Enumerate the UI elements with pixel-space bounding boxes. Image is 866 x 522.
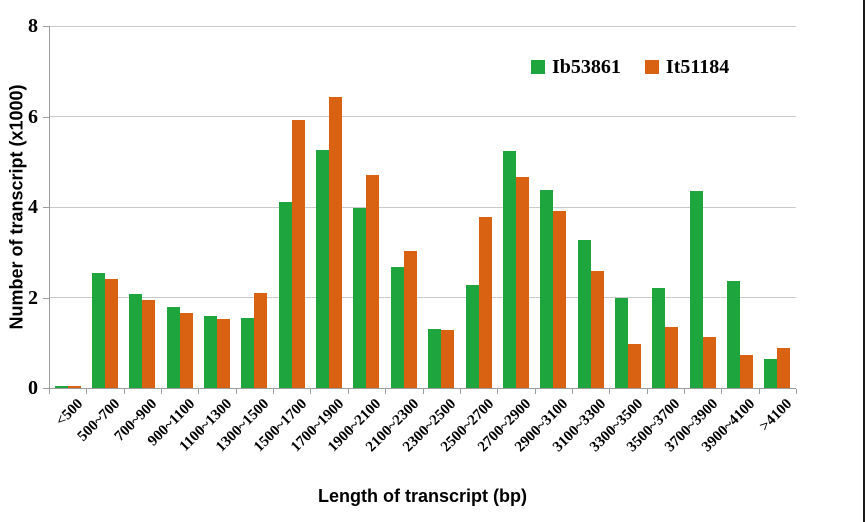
x-axis-tick — [385, 389, 387, 394]
x-axis-tick — [86, 389, 88, 394]
bar-It51184 — [627, 344, 641, 388]
legend-item-It51184: It51184 — [644, 56, 730, 78]
bar-Ib53861 — [502, 150, 516, 388]
page-border-line — [863, 0, 865, 522]
bar-Ib53861 — [278, 202, 292, 388]
x-axis-tick — [123, 389, 125, 394]
gridline — [49, 25, 796, 27]
bar-Ib53861 — [540, 189, 554, 388]
bar-It51184 — [366, 175, 380, 388]
bar-It51184 — [105, 279, 119, 388]
bar-It51184 — [553, 210, 567, 388]
x-axis-tick — [497, 389, 499, 394]
y-axis-tick — [43, 388, 49, 389]
x-axis-tick — [235, 389, 237, 394]
y-axis-tick — [43, 207, 49, 208]
bar-Ib53861 — [689, 191, 703, 388]
y-axis-tick — [43, 297, 49, 299]
legend-swatch-icon — [644, 60, 659, 74]
x-axis-tick — [796, 389, 797, 394]
bar-Ib53861 — [129, 293, 143, 388]
y-tick-label: 6 — [28, 105, 38, 128]
legend: Ib53861 It51184 — [531, 57, 729, 77]
x-axis-line — [49, 388, 796, 389]
x-tick-label: >4100 — [757, 396, 796, 435]
bar-Ib53861 — [353, 208, 367, 388]
x-axis-title: Length of transcript (bp) — [318, 486, 527, 506]
bar-It51184 — [739, 354, 753, 388]
bar-Ib53861 — [54, 385, 68, 388]
bar-Ib53861 — [652, 288, 666, 388]
bar-It51184 — [441, 330, 455, 388]
bar-It51184 — [217, 319, 231, 388]
bar-It51184 — [329, 97, 343, 388]
bar-It51184 — [254, 292, 268, 388]
x-axis-tick — [198, 389, 200, 394]
bar-Ib53861 — [316, 149, 330, 388]
y-axis-tick — [43, 26, 49, 27]
bar-Ib53861 — [428, 328, 442, 388]
x-axis-tick — [721, 389, 723, 394]
bar-Ib53861 — [92, 272, 106, 388]
bar-Ib53861 — [166, 307, 180, 388]
x-axis-tick — [459, 389, 461, 394]
bar-It51184 — [777, 347, 791, 388]
bar-It51184 — [478, 216, 492, 388]
bar-Ib53861 — [577, 239, 591, 388]
y-tick-label: 2 — [28, 286, 38, 309]
y-tick-label: 4 — [28, 196, 38, 218]
bar-It51184 — [67, 385, 81, 388]
bar-Ib53861 — [465, 284, 479, 388]
x-axis-tick — [310, 389, 312, 394]
x-axis-tick — [161, 389, 163, 394]
x-axis-tick — [571, 389, 573, 394]
x-axis-tick — [49, 389, 50, 394]
legend-label: It51184 — [665, 56, 730, 78]
y-axis-tick — [43, 116, 49, 118]
x-axis-tick — [758, 389, 760, 394]
bar-Ib53861 — [204, 315, 218, 388]
x-axis-tick — [646, 389, 648, 394]
legend-item-Ib53861: Ib53861 — [531, 57, 621, 77]
bar-Ib53861 — [614, 297, 628, 388]
bar-Ib53861 — [241, 317, 255, 388]
y-tick-label: 8 — [28, 15, 38, 37]
x-axis-tick — [347, 389, 349, 394]
bar-Ib53861 — [726, 281, 740, 388]
bar-It51184 — [665, 327, 679, 388]
y-axis-line — [49, 26, 50, 393]
bar-It51184 — [179, 312, 193, 388]
gridline — [49, 206, 796, 208]
bar-It51184 — [702, 336, 716, 388]
x-axis-tick — [422, 389, 424, 394]
bar-It51184 — [590, 271, 604, 388]
bar-It51184 — [403, 250, 417, 388]
y-tick-label: 0 — [28, 377, 38, 399]
x-axis-tick — [683, 389, 685, 394]
x-axis-tick — [534, 389, 536, 394]
legend-swatch-icon — [531, 60, 545, 74]
bar-It51184 — [291, 120, 305, 388]
gridline — [49, 297, 796, 298]
x-axis-tick — [609, 389, 611, 394]
x-axis-tick — [273, 389, 275, 394]
bar-Ib53861 — [390, 267, 404, 388]
bar-It51184 — [515, 177, 529, 388]
gridline — [49, 116, 796, 117]
bar-It51184 — [142, 300, 156, 388]
bar-Ib53861 — [764, 358, 778, 388]
legend-label: Ib53861 — [552, 56, 621, 78]
